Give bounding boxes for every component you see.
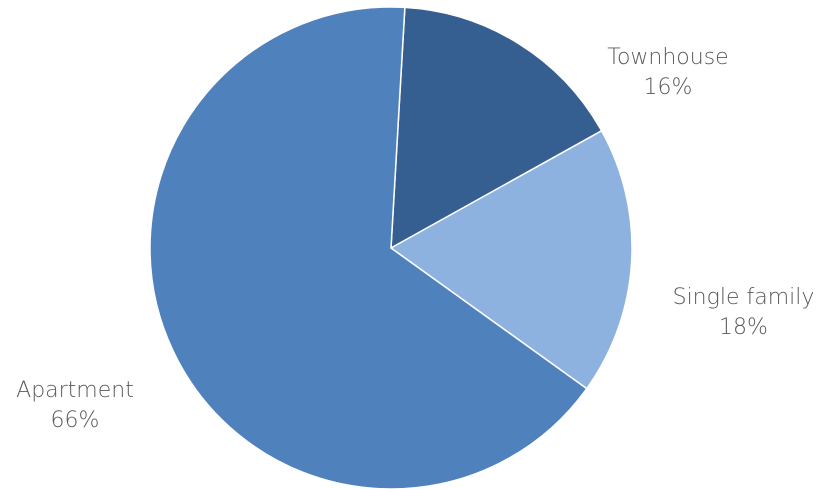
slice-label-townhouse-name: Townhouse [607, 45, 729, 70]
slice-label-townhouse: Townhouse 16% [598, 43, 738, 103]
slice-label-apartment-value: 66% [50, 408, 100, 433]
pie-slice-townhouse [390, 6, 603, 249]
slice-label-townhouse-value: 16% [643, 75, 693, 100]
pie-slice-apartment [149, 6, 588, 489]
slice-label-single-family: Single family 18% [656, 283, 823, 343]
slice-label-apartment: Apartment 66% [0, 376, 150, 436]
slice-label-apartment-name: Apartment [16, 378, 134, 403]
slice-label-single-family-value: 18% [719, 315, 768, 340]
pie-slice-single-family [390, 130, 633, 390]
slice-label-single-family-name: Single family [672, 285, 815, 310]
